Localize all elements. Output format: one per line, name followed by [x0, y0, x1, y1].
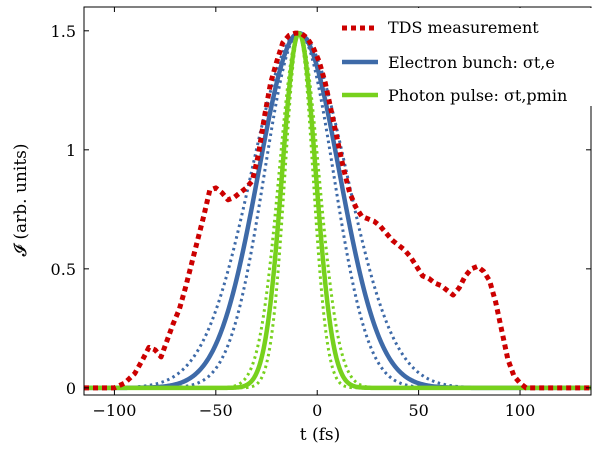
legend-label-photon: Photon pulse: σt,pmin — [388, 86, 567, 105]
y-tick-label: 1.5 — [51, 22, 76, 41]
y-tick-label: 1 — [66, 141, 76, 160]
plot-frame — [83, 6, 592, 396]
series-line-tds-measurement-0 — [84, 30, 591, 391]
y-tick-label: 0 — [66, 379, 76, 398]
y-axis-label: 𝓘 (arb. units) — [11, 143, 31, 256]
x-tick-label: 50 — [408, 401, 428, 420]
legend-label-tds: TDS measurement — [388, 18, 539, 37]
plot-area — [84, 30, 591, 391]
legend-background — [336, 8, 596, 106]
axis-tick-labels: −100 −50 0 50 100 0 0.5 1 1.5 — [51, 22, 536, 420]
x-tick-label: −100 — [92, 401, 136, 420]
y-tick-label: 0.5 — [51, 260, 76, 279]
x-axis-label: t (fs) — [300, 425, 341, 445]
legend: TDS measurement Electron bunch: σt,e Pho… — [336, 8, 596, 106]
series-line-series-3-3 — [84, 31, 591, 390]
x-tick-label: 100 — [505, 401, 536, 420]
legend-label-electron: Electron bunch: σt,e — [388, 53, 555, 72]
x-tick-label: 0 — [312, 401, 322, 420]
series-line-photon-pulse-t-pmin-4 — [84, 30, 591, 391]
x-tick-label: −50 — [199, 401, 233, 420]
